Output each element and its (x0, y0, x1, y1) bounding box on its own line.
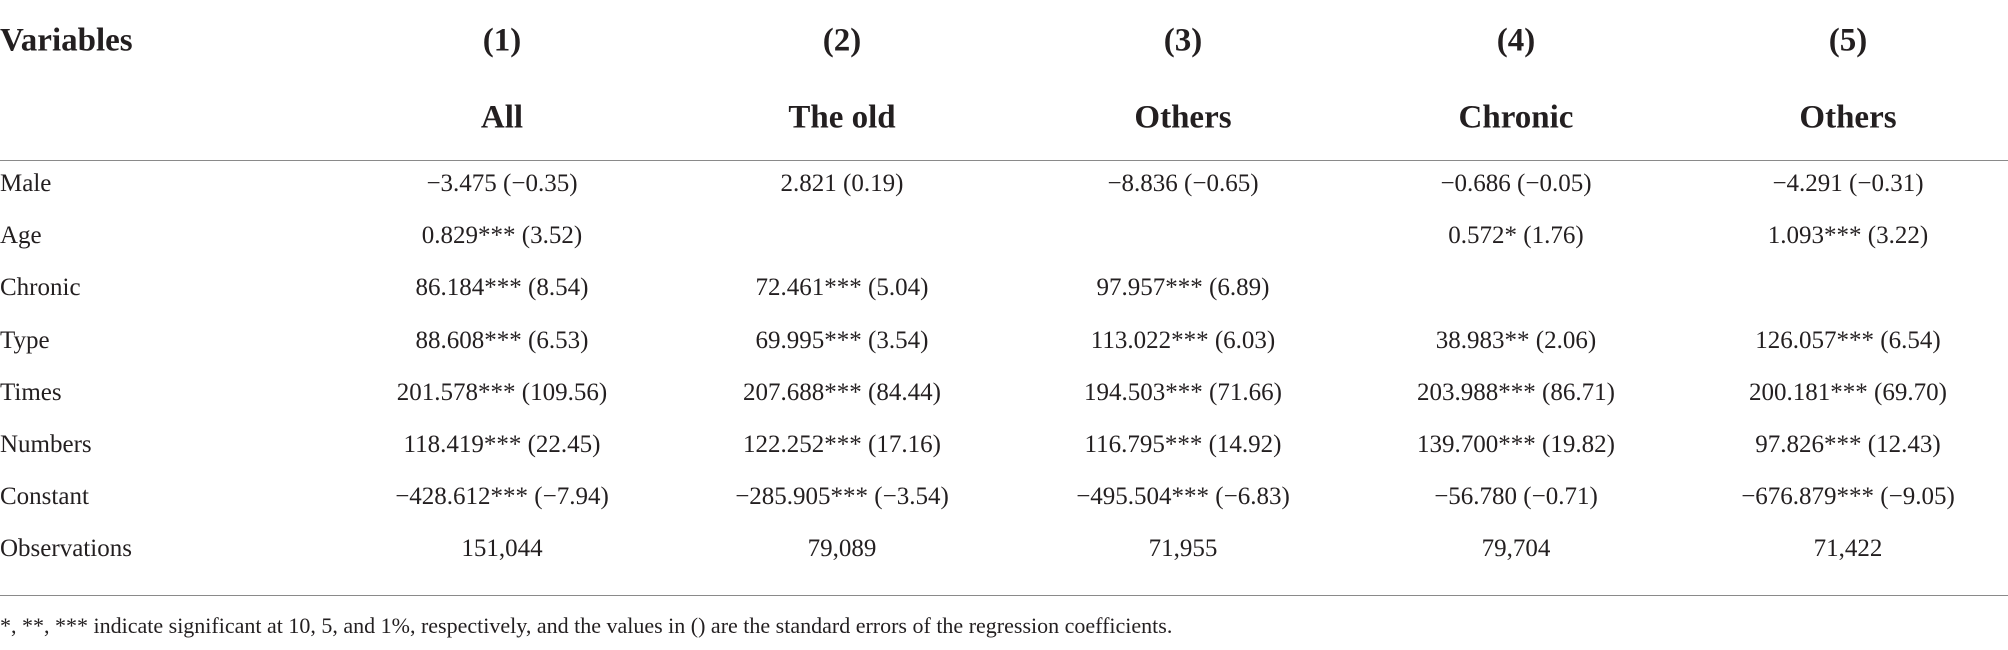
table-cell: 88.608*** (6.53) (415, 326, 589, 354)
footer-rule (0, 595, 2008, 596)
table-cell: 1.093*** (3.22) (1767, 222, 1929, 250)
row-label: Times (0, 378, 62, 406)
table-cell: −285.905*** (−3.54) (735, 483, 949, 511)
column-header: (5) (1828, 22, 1868, 59)
table-cell: 126.057*** (6.54) (1755, 326, 1941, 354)
row-label: Observations (0, 535, 132, 563)
column-subheader: The old (788, 99, 896, 136)
table-cell: 38.983** (2.06) (1435, 326, 1597, 354)
header-rule (0, 160, 2008, 161)
table-cell: 79,704 (1481, 535, 1551, 563)
table-cell: 116.795*** (14.92) (1084, 431, 1282, 458)
table-cell: 113.022*** (6.03) (1090, 326, 1276, 354)
table-cell: 0.829*** (3.52) (421, 222, 583, 250)
row-label: Type (0, 326, 50, 354)
table-cell: −3.475 (−0.35) (426, 170, 578, 197)
row-label: Numbers (0, 431, 92, 458)
table-cell: −8.836 (−0.65) (1107, 170, 1259, 197)
column-subheader: All (480, 99, 524, 136)
column-subheader: Others (1799, 99, 1897, 136)
table-cell: 79,089 (807, 535, 877, 563)
table-cell: −0.686 (−0.05) (1440, 170, 1592, 197)
table-cell: 2.821 (0.19) (780, 170, 904, 197)
table-cell: −56.780 (−0.71) (1434, 483, 1598, 511)
table-cell: −495.504*** (−6.83) (1076, 483, 1290, 511)
row-label: Chronic (0, 274, 81, 302)
table-cell: 71,955 (1148, 535, 1218, 563)
table-cell: 139.700*** (19.82) (1417, 431, 1615, 458)
column-header: Variables (0, 22, 133, 59)
table-cell: −4.291 (−0.31) (1772, 170, 1924, 197)
column-header: (2) (822, 22, 862, 59)
table-cell: −676.879*** (−9.05) (1741, 483, 1955, 511)
table-cell: 200.181*** (69.70) (1749, 378, 1947, 406)
column-header: (3) (1163, 22, 1203, 59)
table-cell: 69.995*** (3.54) (755, 326, 929, 354)
table-cell: 97.957*** (6.89) (1096, 274, 1270, 302)
column-header: (1) (482, 22, 522, 59)
table-cell: 207.688*** (84.44) (743, 378, 941, 406)
table-cell: 194.503*** (71.66) (1084, 378, 1282, 406)
row-label: Male (0, 170, 52, 197)
table-cell: 0.572* (1.76) (1448, 222, 1584, 250)
column-subheader: Chronic (1458, 99, 1574, 136)
table-cell: 203.988*** (86.71) (1417, 378, 1615, 406)
table-cell: 71,422 (1813, 535, 1883, 563)
table-cell: 151,044 (461, 535, 543, 563)
table-cell: 86.184*** (8.54) (415, 274, 589, 302)
footnote: *, **, *** indicate significant at 10, 5… (0, 613, 1173, 638)
column-header: (4) (1496, 22, 1536, 59)
row-label: Constant (0, 483, 89, 511)
column-subheader: Others (1134, 99, 1232, 136)
table-cell: −428.612*** (−7.94) (395, 483, 609, 511)
table-cell: 201.578*** (109.56) (396, 378, 608, 406)
row-label: Age (0, 222, 42, 250)
table-cell: 118.419*** (22.45) (403, 431, 601, 458)
table-cell: 97.826*** (12.43) (1755, 431, 1941, 458)
table-cell: 122.252*** (17.16) (743, 431, 941, 458)
table-cell: 72.461*** (5.04) (755, 274, 929, 302)
